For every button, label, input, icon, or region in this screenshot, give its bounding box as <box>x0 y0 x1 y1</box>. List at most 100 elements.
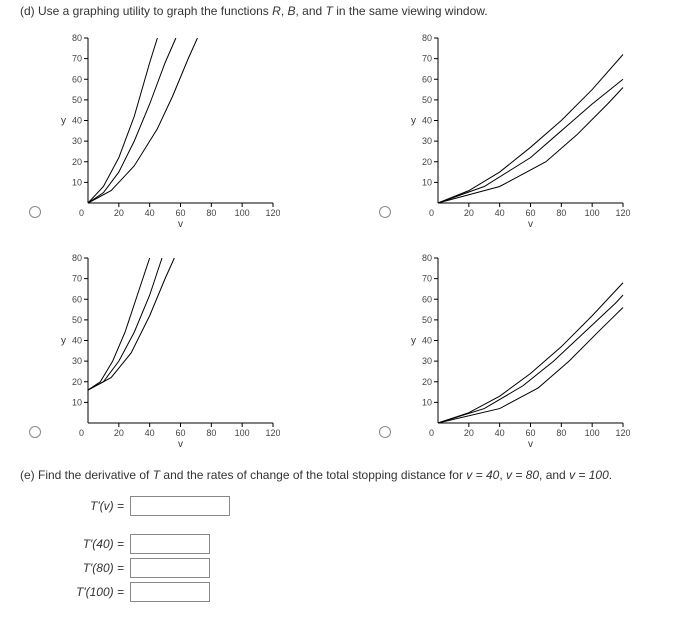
chart-box: 204060801001201020304050607080yv0 <box>400 248 680 448</box>
ytick-label: 20 <box>72 377 82 387</box>
origin-label: 0 <box>429 428 434 438</box>
e-s2: , and <box>539 468 569 482</box>
e-f: T <box>153 468 160 482</box>
d-f1: R <box>272 4 281 18</box>
eq-row-t40: T'(40) = <box>60 534 680 554</box>
ytick-label: 40 <box>72 336 82 346</box>
chart-option-2: 204060801001201020304050607080yv0 <box>370 28 680 228</box>
xtick-label: 20 <box>114 208 124 218</box>
ytick-label: 40 <box>72 116 82 126</box>
curve-1 <box>438 283 623 423</box>
xtick-label: 120 <box>265 428 280 438</box>
d-sep2: , and <box>296 4 326 18</box>
ytick-label: 10 <box>72 397 82 407</box>
ytick-label: 80 <box>72 33 82 43</box>
xtick-label: 60 <box>175 428 185 438</box>
ytick-label: 50 <box>72 95 82 105</box>
xtick-label: 60 <box>175 208 185 218</box>
ytick-label: 30 <box>422 356 432 366</box>
ytick-label: 60 <box>72 294 82 304</box>
x-axis-label: v <box>178 439 183 448</box>
chart-box: 204060801001201020304050607080yv0 <box>400 28 680 228</box>
e-prefix: (e) Find the derivative of <box>20 468 153 482</box>
input-tprime-100[interactable] <box>130 582 210 602</box>
xtick-label: 60 <box>525 208 535 218</box>
label-tprime-v: T'(v) = <box>60 499 130 513</box>
ytick-label: 60 <box>422 74 432 84</box>
eq-row-t80: T'(80) = <box>60 558 680 578</box>
ytick-label: 10 <box>422 177 432 187</box>
curve-2 <box>88 38 176 203</box>
xtick-label: 120 <box>615 208 630 218</box>
ytick-label: 70 <box>72 274 82 284</box>
input-tprime-v[interactable] <box>130 496 230 516</box>
label-tprime-100: T'(100) = <box>60 585 130 599</box>
d-f2: B <box>287 4 295 18</box>
ytick-label: 40 <box>422 336 432 346</box>
ytick-label: 70 <box>422 54 432 64</box>
radio-option-1[interactable] <box>29 206 41 218</box>
ytick-label: 20 <box>422 377 432 387</box>
curve-1 <box>88 258 150 390</box>
chart-svg-1: 204060801001201020304050607080yv0 <box>50 28 280 228</box>
curve-1 <box>438 55 623 204</box>
xtick-label: 80 <box>206 428 216 438</box>
chart-svg-3: 204060801001201020304050607080yv0 <box>50 248 280 448</box>
curve-2 <box>438 79 623 203</box>
xtick-label: 120 <box>615 428 630 438</box>
d-suffix: in the same viewing window. <box>333 4 488 18</box>
origin-label: 0 <box>429 208 434 218</box>
ytick-label: 50 <box>422 95 432 105</box>
ytick-label: 30 <box>72 136 82 146</box>
chart-options-grid: 204060801001201020304050607080yv02040608… <box>20 28 680 448</box>
y-axis-label: y <box>61 336 66 347</box>
radio-wrap <box>20 426 50 448</box>
radio-option-3[interactable] <box>29 426 41 438</box>
radio-option-4[interactable] <box>379 426 391 438</box>
origin-label: 0 <box>79 428 84 438</box>
xtick-label: 80 <box>556 428 566 438</box>
curve-3 <box>88 258 174 390</box>
e-v2: v = 80 <box>506 468 539 482</box>
y-axis-label: y <box>411 116 416 127</box>
chart-svg-4: 204060801001201020304050607080yv0 <box>400 248 630 448</box>
chart-option-3: 204060801001201020304050607080yv0 <box>20 248 330 448</box>
part-d-text: (d) Use a graphing utility to graph the … <box>20 4 680 18</box>
eq-row-t100: T'(100) = <box>60 582 680 602</box>
d-f3: T <box>326 4 333 18</box>
e-mid: and the rates of change of the total sto… <box>160 468 466 482</box>
label-tprime-40: T'(40) = <box>60 537 130 551</box>
e-s1: , <box>499 468 506 482</box>
ytick-label: 10 <box>72 177 82 187</box>
ytick-label: 60 <box>422 294 432 304</box>
ytick-label: 50 <box>72 315 82 325</box>
chart-box: 204060801001201020304050607080yv0 <box>50 28 330 228</box>
e-v1: v = 40 <box>466 468 499 482</box>
xtick-label: 100 <box>585 208 600 218</box>
chart-option-1: 204060801001201020304050607080yv0 <box>20 28 330 228</box>
x-axis-label: v <box>528 219 533 228</box>
xtick-label: 20 <box>464 428 474 438</box>
input-tprime-80[interactable] <box>130 558 210 578</box>
radio-wrap <box>20 206 50 228</box>
curve-3 <box>438 308 623 424</box>
xtick-label: 40 <box>495 208 505 218</box>
ytick-label: 70 <box>72 54 82 64</box>
ytick-label: 30 <box>72 356 82 366</box>
e-suffix: . <box>609 468 612 482</box>
xtick-label: 120 <box>265 208 280 218</box>
ytick-label: 80 <box>422 33 432 43</box>
chart-option-4: 204060801001201020304050607080yv0 <box>370 248 680 448</box>
ytick-label: 30 <box>422 136 432 146</box>
xtick-label: 40 <box>145 208 155 218</box>
chart-box: 204060801001201020304050607080yv0 <box>50 248 330 448</box>
ytick-label: 80 <box>422 253 432 263</box>
ytick-label: 20 <box>72 157 82 167</box>
ytick-label: 50 <box>422 315 432 325</box>
xtick-label: 20 <box>114 428 124 438</box>
radio-option-2[interactable] <box>379 206 391 218</box>
origin-label: 0 <box>79 208 84 218</box>
input-tprime-40[interactable] <box>130 534 210 554</box>
radio-wrap <box>370 206 400 228</box>
chart-svg-2: 204060801001201020304050607080yv0 <box>400 28 630 228</box>
